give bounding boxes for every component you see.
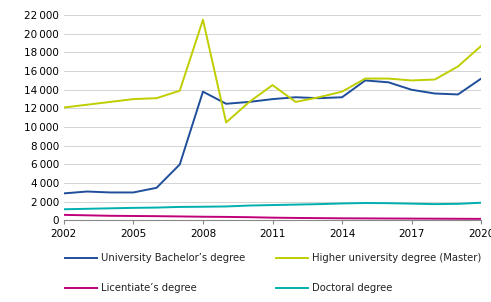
Text: University Bachelor’s degree: University Bachelor’s degree bbox=[101, 253, 245, 263]
Text: Doctoral degree: Doctoral degree bbox=[312, 283, 392, 294]
Text: Higher university degree (Master): Higher university degree (Master) bbox=[312, 253, 481, 263]
Text: Licentiate’s degree: Licentiate’s degree bbox=[101, 283, 196, 294]
